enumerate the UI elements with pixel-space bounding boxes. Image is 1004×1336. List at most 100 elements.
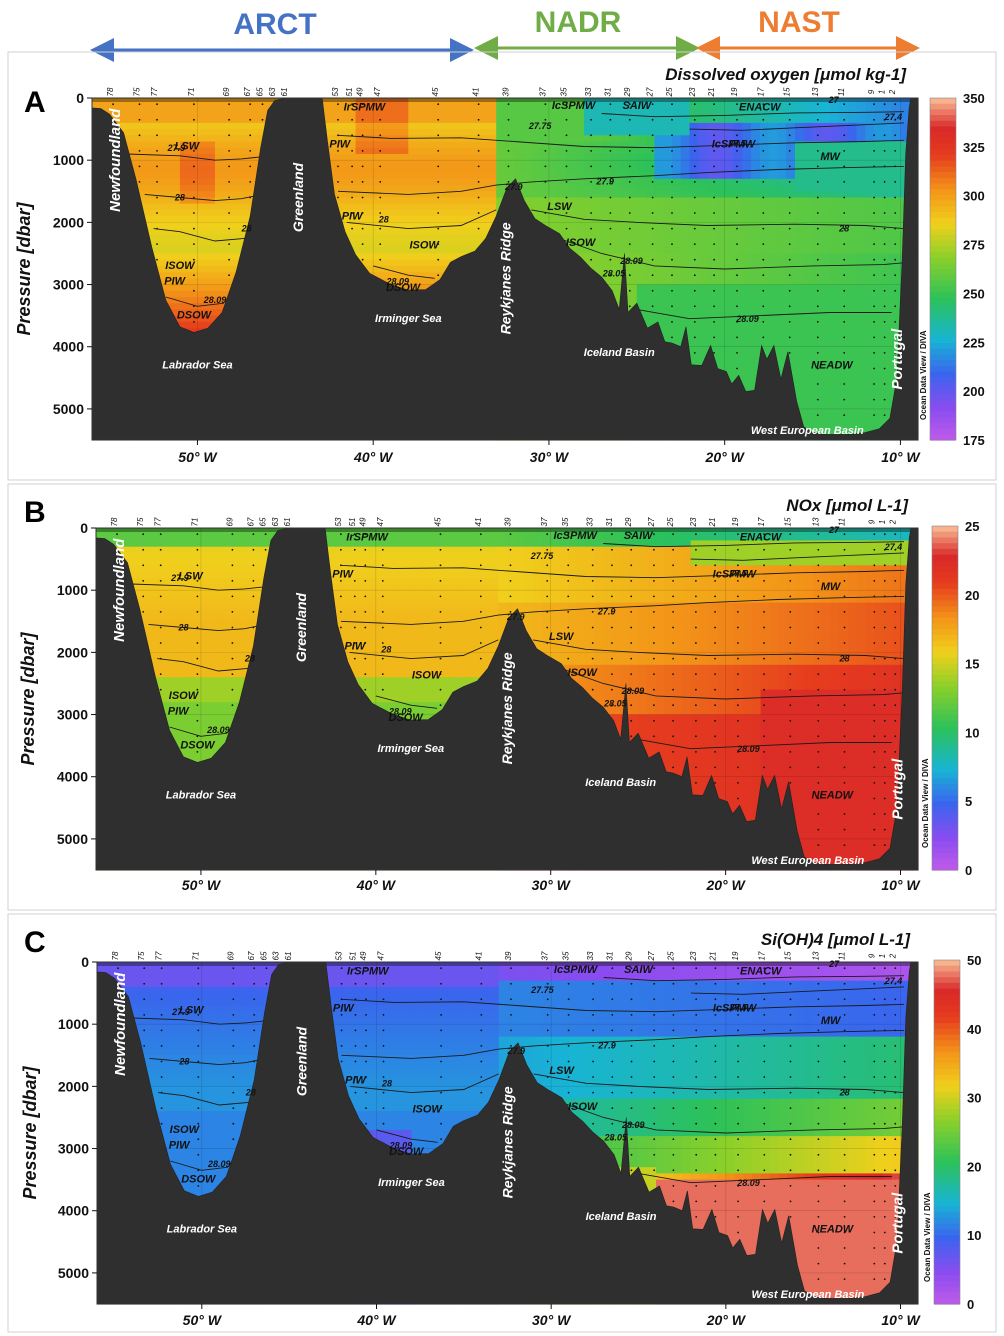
heatmap-cell <box>672 272 682 279</box>
heatmap-cell <box>206 241 216 248</box>
heatmap-cell <box>698 297 708 304</box>
heatmap-cell <box>452 160 462 167</box>
heatmap-cell <box>636 122 647 130</box>
heatmap-cell <box>575 116 585 124</box>
heatmap-cell <box>812 129 822 136</box>
heatmap-cell <box>206 135 216 143</box>
heatmap-cell <box>847 346 858 354</box>
heatmap-cell <box>856 284 866 292</box>
heatmap-cell <box>724 309 735 317</box>
heatmap-cell <box>680 122 691 130</box>
heatmap-cell <box>812 154 822 161</box>
heatmap-cell <box>680 116 691 124</box>
heatmap-cell <box>425 247 436 254</box>
heatmap-cell <box>830 141 840 149</box>
heatmap-cell <box>171 216 181 223</box>
heatmap-cell <box>645 185 655 192</box>
heatmap-cell <box>812 402 822 410</box>
heatmap-cell <box>171 116 181 124</box>
heatmap-cell <box>786 241 796 248</box>
heatmap-cell <box>830 116 840 124</box>
heatmap-cell <box>874 98 884 105</box>
heatmap-cell <box>496 178 506 186</box>
heatmap-cell <box>215 141 225 149</box>
heatmap-cell <box>768 334 778 342</box>
heatmap-cell <box>171 209 181 217</box>
heatmap-cell <box>803 340 814 348</box>
heatmap-cell <box>803 371 814 379</box>
heatmap-cell <box>628 278 638 286</box>
heatmap-cell <box>847 122 858 130</box>
heatmap-cell <box>803 297 814 304</box>
heatmap-cell <box>478 222 488 230</box>
heatmap-cell <box>856 129 866 136</box>
heatmap-cell <box>548 110 559 118</box>
heatmap-cell <box>417 241 427 248</box>
heatmap-cell <box>733 241 743 248</box>
heatmap-cell <box>803 284 814 292</box>
heatmap-cell <box>715 234 726 242</box>
heatmap-cell <box>786 129 796 136</box>
heatmap-cell <box>566 222 576 230</box>
heatmap-cell <box>812 415 822 422</box>
heatmap-cell <box>663 104 673 111</box>
heatmap-cell <box>751 309 761 317</box>
heatmap-cell <box>162 253 172 261</box>
heatmap-cell <box>882 116 893 124</box>
heatmap-cell <box>821 98 831 105</box>
heatmap-cell <box>162 110 172 118</box>
heatmap-cell <box>865 166 875 174</box>
heatmap-cell <box>768 216 778 223</box>
heatmap-cell <box>601 147 612 155</box>
heatmap-cell <box>162 172 172 180</box>
heatmap-cell <box>540 135 550 143</box>
heatmap-cell <box>382 209 392 217</box>
heatmap-cell <box>865 334 875 342</box>
heatmap-cell <box>803 359 814 366</box>
heatmap-cell <box>188 259 199 267</box>
heatmap-cell <box>390 197 401 205</box>
heatmap-cell <box>680 303 691 310</box>
heatmap-cell <box>724 166 735 174</box>
heatmap-cell <box>768 272 778 279</box>
heatmap-cell <box>777 352 787 360</box>
heatmap-cell <box>601 122 612 130</box>
heatmap-cell <box>425 178 436 186</box>
heatmap-cell <box>663 203 673 211</box>
heatmap-cell <box>838 122 849 130</box>
heatmap-cell <box>452 241 462 248</box>
heatmap-cell <box>636 110 647 118</box>
heatmap-cell <box>733 352 743 360</box>
heatmap-cell <box>751 216 761 223</box>
heatmap-cell <box>373 259 383 267</box>
heatmap-cell <box>830 321 840 329</box>
heatmap-cell <box>206 265 216 273</box>
heatmap-cell <box>610 209 620 217</box>
heatmap-cell <box>373 185 383 192</box>
heatmap-cell <box>786 346 796 354</box>
heatmap-cell <box>847 203 858 211</box>
heatmap-cell <box>882 104 893 111</box>
heatmap-cell <box>232 222 242 230</box>
heatmap-cell <box>232 259 242 267</box>
heatmap-cell <box>628 290 638 298</box>
heatmap-cell <box>382 272 392 279</box>
heatmap-cell <box>795 247 805 254</box>
heatmap-cell <box>759 290 770 298</box>
heatmap-cell <box>434 160 445 167</box>
heatmap-cell <box>777 334 787 342</box>
heatmap-cell <box>408 122 418 130</box>
heatmap-cell <box>223 172 234 180</box>
heatmap-cell <box>338 116 348 124</box>
heatmap-cell <box>188 315 199 323</box>
heatmap-cell <box>215 147 225 155</box>
heatmap-cell <box>329 129 339 136</box>
heatmap-cell <box>610 259 620 267</box>
heatmap-cell <box>215 265 225 273</box>
heatmap-cell <box>197 166 207 174</box>
heatmap-cell <box>742 278 752 286</box>
heatmap-cell <box>742 303 752 310</box>
heatmap-cell <box>487 147 497 155</box>
heatmap-cell <box>434 116 445 124</box>
heatmap-cell <box>584 178 594 186</box>
